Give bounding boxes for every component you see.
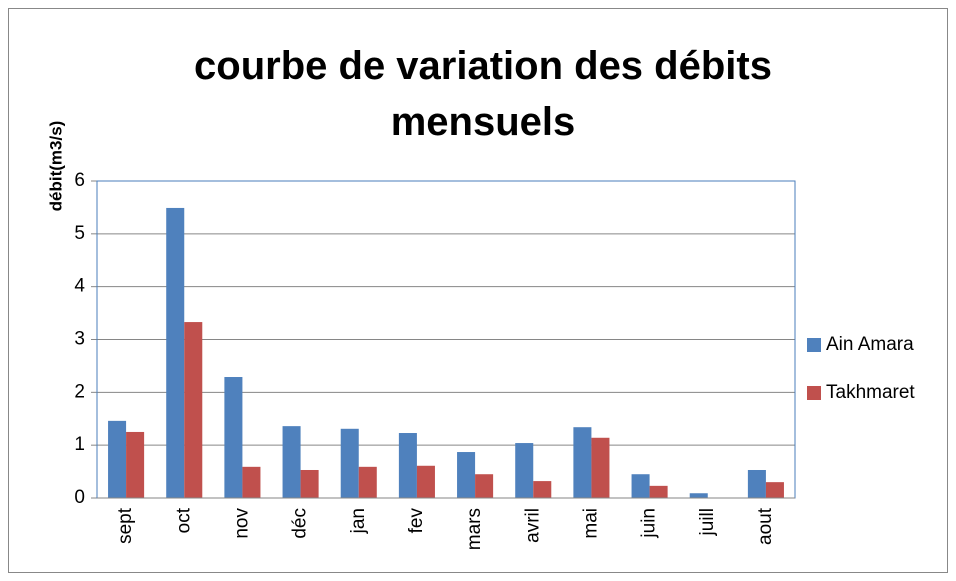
x-tick-label: nov [231, 508, 252, 539]
x-tick-label: juill [697, 508, 718, 536]
y-tick-label: 2 [74, 381, 85, 402]
bar [224, 377, 243, 498]
y-tick-label: 4 [74, 276, 85, 297]
bar [765, 482, 784, 498]
y-tick-label: 6 [74, 170, 85, 191]
chart-border [8, 8, 948, 573]
x-tick-label: sept [115, 507, 136, 544]
legend-swatch [807, 386, 821, 400]
bar [282, 426, 301, 498]
legend-label: Takhmaret [826, 382, 915, 403]
bar [242, 466, 261, 498]
x-tick-label: oct [173, 507, 194, 533]
bar [573, 427, 592, 498]
bar [689, 493, 708, 498]
bar [747, 469, 766, 498]
bar [416, 465, 435, 498]
bar [649, 485, 668, 498]
x-tick-label: jan [348, 508, 369, 534]
legend-swatch [807, 338, 821, 352]
y-tick-label: 1 [74, 434, 85, 455]
bar [126, 431, 145, 498]
x-tick-label: mai [580, 508, 601, 539]
bar [300, 469, 319, 498]
bar [475, 474, 494, 498]
y-tick-label: 3 [74, 329, 85, 350]
x-tick-label: avril [522, 508, 543, 543]
bar [166, 207, 185, 498]
chart-title: courbe de variation des débits mensuels [194, 44, 772, 144]
bar [398, 433, 417, 498]
y-tick-label: 5 [74, 223, 85, 244]
y-axis-label: débit(m3/s) [46, 121, 65, 212]
x-tick-label: aout [755, 507, 776, 545]
bar [358, 466, 377, 498]
bar [631, 474, 650, 498]
bar [515, 443, 534, 498]
bar [184, 322, 203, 498]
bar [108, 420, 127, 498]
bar [533, 481, 552, 498]
legend-label: Ain Amara [826, 334, 914, 355]
bar [457, 452, 476, 498]
bar [591, 437, 610, 498]
x-tick-label: juin [639, 508, 660, 539]
y-tick-label: 0 [74, 487, 85, 508]
x-tick-label: fev [406, 508, 427, 534]
bar [340, 428, 359, 498]
x-tick-label: mars [464, 508, 485, 550]
x-tick-label: déc [290, 508, 311, 539]
